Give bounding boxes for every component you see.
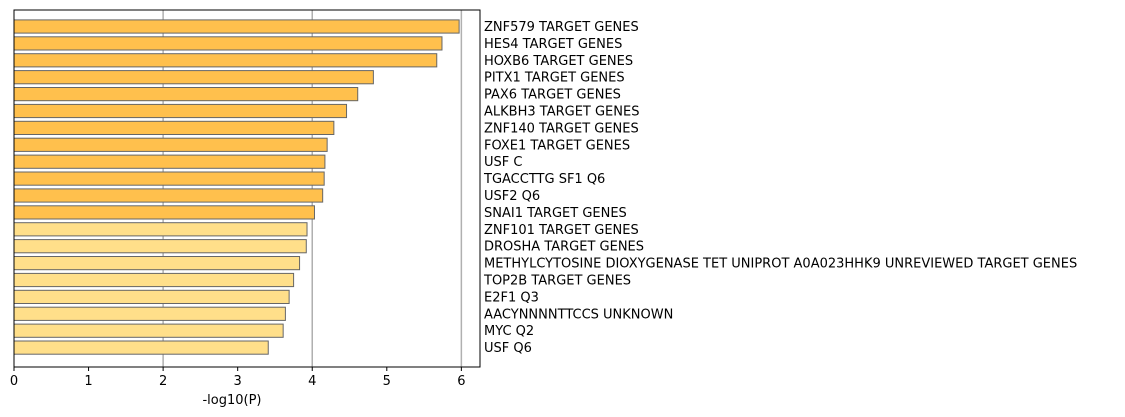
- x-axis-title: -log10(P): [202, 393, 261, 408]
- x-tick-label: 0: [10, 374, 18, 389]
- category-label: ZNF101 TARGET GENES: [484, 223, 639, 238]
- x-tick-label: 2: [159, 374, 167, 389]
- category-label: AACYNNNNTTCCS UNKNOWN: [484, 307, 673, 322]
- category-label: USF Q6: [484, 341, 532, 356]
- bar: [13, 289, 290, 304]
- category-label: HOXB6 TARGET GENES: [484, 54, 633, 69]
- x-tick-label: 1: [84, 374, 92, 389]
- category-labels: ZNF579 TARGET GENES HES4 TARGET GENES HOXB…: [483, 20, 1077, 356]
- bars: [13, 19, 460, 355]
- bar: [13, 87, 359, 102]
- bar: [13, 137, 328, 152]
- bar: [13, 19, 460, 34]
- bar: [13, 53, 438, 68]
- category-label: METHYLCYTOSINE DIOXYGENASE TET UNIPROT A…: [484, 257, 1077, 272]
- bar: [13, 323, 284, 338]
- category-label: TGACCTTG SF1 Q6: [483, 172, 605, 187]
- x-tick-label: 6: [457, 374, 465, 389]
- bar: [13, 205, 315, 220]
- category-label: USF2 Q6: [484, 189, 540, 204]
- category-label: SNAI1 TARGET GENES: [484, 206, 627, 221]
- plot-frame: [13, 9, 481, 368]
- bar: [13, 256, 301, 271]
- category-label: USF C: [484, 155, 522, 170]
- bar: [13, 36, 443, 51]
- x-tick-label: 5: [383, 374, 391, 389]
- bar: [13, 188, 324, 203]
- bar: [13, 103, 348, 119]
- category-label: PAX6 TARGET GENES: [484, 88, 621, 103]
- x-tick-label: 3: [234, 374, 242, 389]
- bar: [13, 171, 325, 186]
- bar: [13, 120, 335, 136]
- category-label: E2F1 Q3: [484, 290, 539, 305]
- category-label: FOXE1 TARGET GENES: [484, 138, 630, 153]
- category-label: ALKBH3 TARGET GENES: [484, 105, 639, 120]
- bar: [13, 70, 374, 85]
- category-label: TOP2B TARGET GENES: [483, 274, 631, 289]
- category-label: DROSHA TARGET GENES: [484, 240, 644, 255]
- bar: [13, 272, 295, 288]
- bar: [13, 239, 307, 254]
- bar: [13, 340, 269, 355]
- category-label: ZNF140 TARGET GENES: [484, 121, 639, 136]
- category-label: ZNF579 TARGET GENES: [484, 20, 639, 35]
- x-axis-ticks: 0 1 2 3 4 5 6: [10, 367, 466, 389]
- x-tick-label: 4: [308, 374, 316, 389]
- category-label: HES4 TARGET GENES: [484, 37, 622, 52]
- bar: [13, 222, 308, 237]
- category-label: PITX1 TARGET GENES: [484, 71, 625, 86]
- bar: [13, 306, 286, 321]
- category-label: MYC Q2: [484, 324, 534, 339]
- bar: [13, 154, 326, 169]
